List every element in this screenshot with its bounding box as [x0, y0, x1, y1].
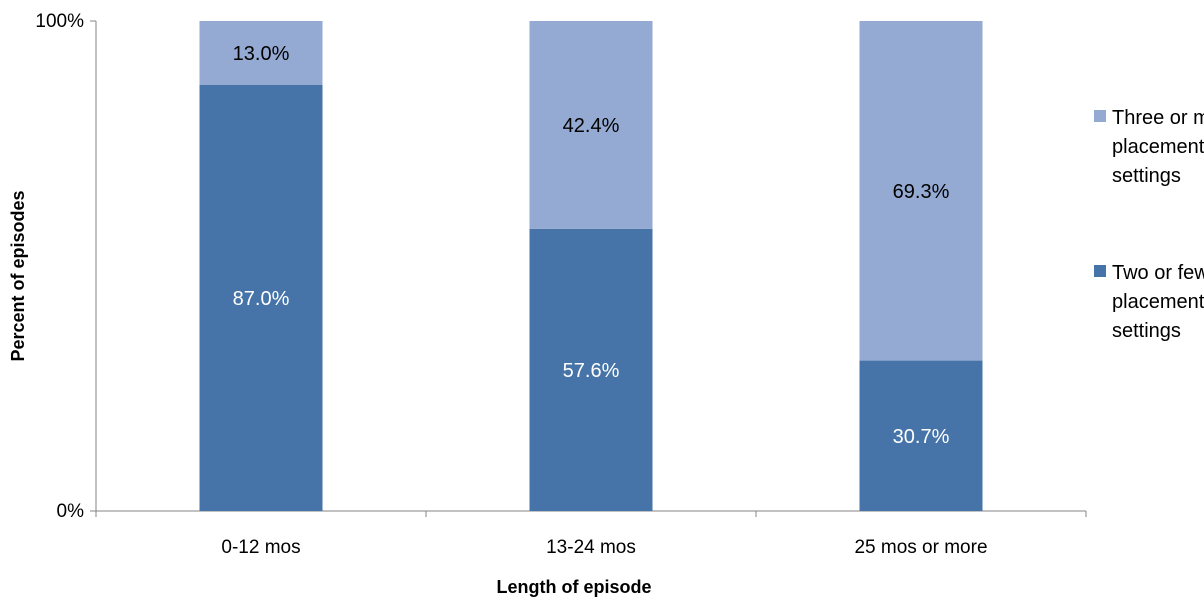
data-label: 42.4%	[563, 115, 620, 137]
bar-segment-three-or-more	[859, 21, 983, 361]
bar-segment-three-or-more	[199, 21, 323, 85]
bar-segment-two-or-fewer	[199, 84, 323, 511]
legend-swatch	[1094, 110, 1106, 122]
data-label: 30.7%	[893, 426, 950, 448]
y-axis-title: Percent of episodes	[8, 190, 28, 361]
legend-swatch	[1094, 265, 1106, 277]
bar-segment-two-or-fewer	[529, 228, 653, 511]
data-label: 57.6%	[563, 360, 620, 382]
y-tick-label: 100%	[35, 11, 84, 32]
x-tick-label: 25 mos or more	[854, 537, 987, 558]
legend-label: placement	[1112, 291, 1204, 313]
bar-segment-three-or-more	[529, 21, 653, 229]
y-tick-label: 0%	[57, 501, 85, 522]
x-tick-label: 13-24 mos	[546, 537, 636, 558]
x-tick-label: 0-12 mos	[221, 537, 300, 558]
data-label: 69.3%	[893, 181, 950, 203]
legend-label: settings	[1112, 320, 1181, 342]
x-axis-title: Length of episode	[497, 577, 652, 597]
legend-label: Three or more	[1112, 107, 1204, 129]
bar-segment-two-or-fewer	[859, 360, 983, 511]
data-label: 87.0%	[233, 288, 290, 310]
data-label: 13.0%	[233, 43, 290, 65]
legend-label: settings	[1112, 165, 1181, 187]
legend-label: Two or fewer	[1112, 262, 1204, 284]
legend-label: placement	[1112, 136, 1204, 158]
